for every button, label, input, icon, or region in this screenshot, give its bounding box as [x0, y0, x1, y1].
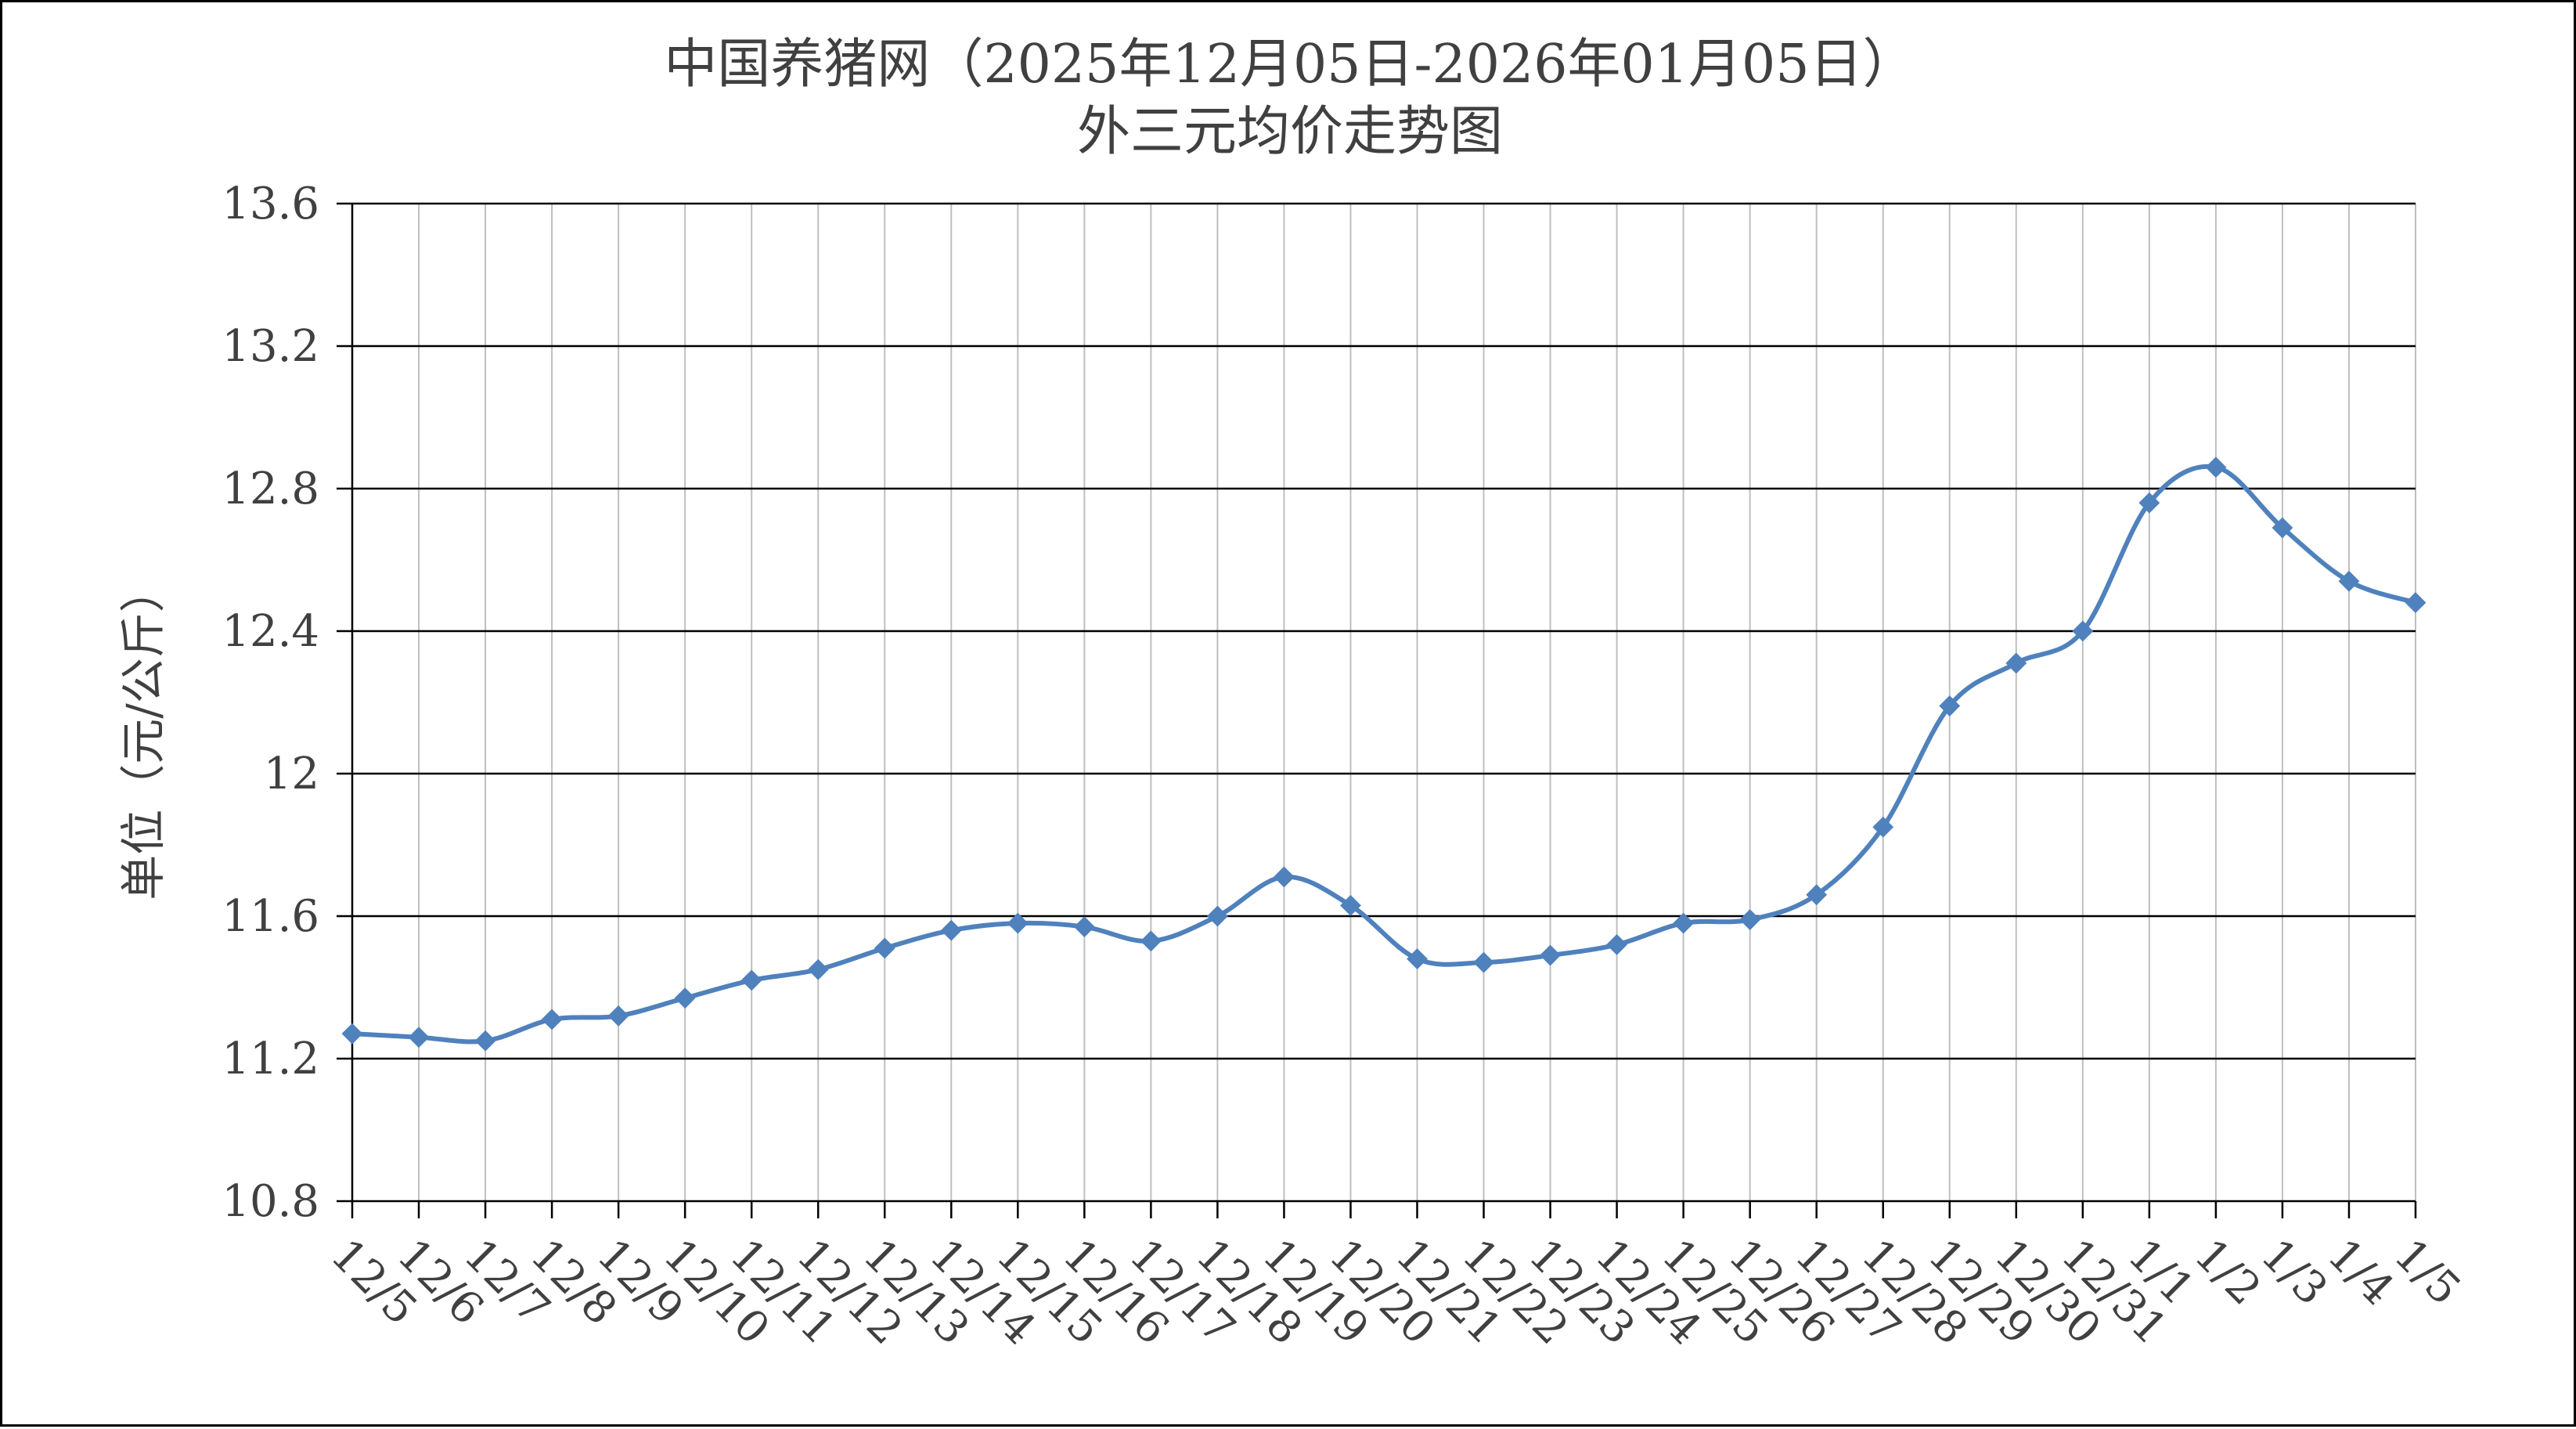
y-tick-label: 12: [264, 749, 319, 799]
data-point-marker: [1673, 912, 1695, 934]
data-point-marker: [408, 1027, 430, 1048]
data-point-marker: [1340, 894, 1361, 916]
data-point-marker: [2272, 517, 2293, 539]
data-point-marker: [1872, 816, 1894, 838]
data-point-marker: [341, 1023, 363, 1045]
data-point-marker: [1806, 884, 1828, 906]
data-point-marker: [2072, 620, 2094, 642]
data-point-marker: [1407, 948, 1428, 970]
data-point-marker: [1606, 933, 1628, 955]
data-point-marker: [1939, 695, 1961, 716]
data-point-marker: [607, 1005, 629, 1027]
data-point-marker: [2205, 456, 2227, 478]
y-axis-title: 单位（元/公斤）: [117, 567, 170, 900]
y-tick-label: 13.2: [222, 321, 319, 372]
data-point-marker: [2338, 570, 2360, 592]
data-point-marker: [807, 958, 829, 980]
data-point-marker: [1073, 916, 1095, 938]
grid-layer: [351, 202, 2416, 1203]
data-point-marker: [1274, 866, 1295, 888]
series-line: [350, 464, 2418, 1045]
data-point-marker: [474, 1030, 496, 1052]
chart-title-line-1: 中国养猪网（2025年12月05日-2026年01月05日）: [664, 34, 1915, 96]
data-point-marker: [674, 987, 696, 1009]
x-tick-label: 1/5: [2384, 1229, 2470, 1315]
data-point-marker: [2005, 652, 2027, 674]
data-point-marker: [541, 1009, 563, 1030]
y-tick-label: 11.2: [222, 1034, 319, 1084]
x-tick-label: 1/2: [2185, 1229, 2271, 1315]
data-point-marker: [1473, 951, 1494, 973]
data-point-marker: [1739, 909, 1761, 930]
data-point-marker: [2138, 492, 2160, 514]
data-point-marker: [1140, 930, 1162, 952]
y-tick-label: 13.6: [222, 179, 319, 229]
x-tick-label: 1/3: [2251, 1229, 2337, 1315]
x-tick-label: 1/4: [2318, 1229, 2404, 1315]
y-tick-label: 11.6: [222, 891, 319, 942]
series-layer: [341, 456, 2426, 1052]
data-point-marker: [1007, 912, 1029, 934]
data-point-marker: [874, 937, 895, 959]
data-point-marker: [2405, 592, 2426, 614]
y-tick-label: 10.8: [222, 1176, 319, 1227]
y-tick-label: 12.4: [222, 606, 319, 657]
y-tick-label: 12.8: [222, 464, 319, 514]
chart-title-line-2: 外三元均价走势图: [1077, 101, 1503, 163]
data-point-marker: [1540, 944, 1561, 966]
data-point-marker: [740, 969, 762, 991]
data-point-marker: [940, 919, 962, 941]
axis-layer: 10.811.211.61212.412.813.213.612/512/612…: [222, 179, 2470, 1355]
data-point-marker: [1207, 905, 1228, 927]
